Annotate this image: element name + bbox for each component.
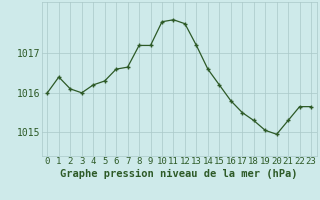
X-axis label: Graphe pression niveau de la mer (hPa): Graphe pression niveau de la mer (hPa) (60, 169, 298, 179)
